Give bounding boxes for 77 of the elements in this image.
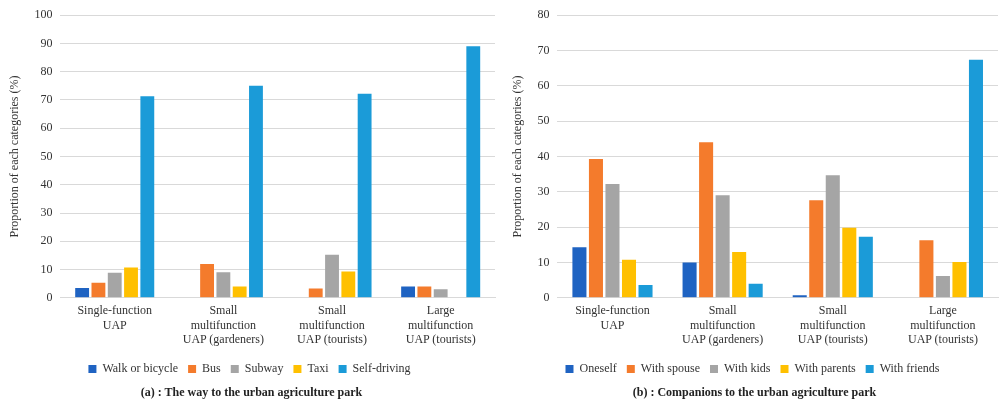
bar xyxy=(748,283,763,298)
y-tick-label: 40 xyxy=(40,176,53,191)
bar xyxy=(357,93,372,298)
bar xyxy=(952,262,967,298)
bar xyxy=(216,272,231,298)
y-tick-label: 70 xyxy=(537,42,550,57)
bar xyxy=(75,287,90,298)
bar xyxy=(638,285,653,298)
y-tick-label: 60 xyxy=(40,120,53,135)
y-tick-label: 0 xyxy=(46,289,53,304)
bar xyxy=(935,275,950,298)
y-tick-label: 30 xyxy=(40,205,53,220)
bar xyxy=(308,288,323,298)
bar xyxy=(417,286,432,298)
text: (b) : Companions to the urban agriculture park xyxy=(631,385,878,400)
bar xyxy=(588,158,603,298)
y-tick-label: 40 xyxy=(537,148,550,163)
y-tick-label: 10 xyxy=(537,254,550,269)
x-tick-label: Large multifunction UAP (tourists) xyxy=(907,303,978,346)
y-axis-title: Proportion of each categories (%) xyxy=(510,75,525,238)
legend-label: Oneself xyxy=(579,361,617,376)
bar xyxy=(140,96,155,298)
y-tick-label: 0 xyxy=(543,289,550,304)
bar xyxy=(249,85,263,298)
x-tick-label: Small multifunction UAP (tourists) xyxy=(297,303,367,346)
bar xyxy=(341,271,356,298)
y-tick-label: 20 xyxy=(40,233,53,248)
bar xyxy=(232,286,247,298)
legend-label: Bus xyxy=(202,361,222,376)
x-tick-label: Single-function UAP xyxy=(575,303,650,332)
bar xyxy=(809,200,824,298)
bar xyxy=(401,286,416,298)
bar xyxy=(124,267,138,298)
bar xyxy=(968,59,983,298)
text: (a) : The way to the urban agriculture park xyxy=(139,385,364,400)
x-tick-label: Small multifunction UAP (gardeners) xyxy=(182,303,264,346)
bar xyxy=(605,184,620,298)
y-tick-label: 30 xyxy=(537,183,550,198)
bar xyxy=(621,259,637,298)
bar xyxy=(466,46,481,298)
bar xyxy=(715,195,730,298)
bar xyxy=(682,262,697,298)
bar xyxy=(107,272,122,298)
x-tick-label: Small multifunction UAP (tourists) xyxy=(797,303,868,346)
bar xyxy=(825,175,840,298)
x-tick-label: Single-function UAP xyxy=(77,303,153,332)
bar xyxy=(572,247,587,298)
bar xyxy=(699,142,714,298)
bar xyxy=(858,236,873,298)
bar xyxy=(732,251,747,298)
y-tick-label: 70 xyxy=(40,92,53,107)
y-tick-label: 10 xyxy=(40,261,53,276)
y-tick-label: 50 xyxy=(537,113,550,128)
y-tick-label: 60 xyxy=(537,78,550,93)
legend-label: Taxi xyxy=(307,361,330,376)
y-tick-label: 20 xyxy=(537,219,550,234)
y-axis-title: Proportion of each categories (%) xyxy=(7,75,22,238)
bar xyxy=(842,227,857,298)
x-tick-label: Large multifunction UAP (tourists) xyxy=(405,303,476,346)
y-tick-label: 80 xyxy=(537,7,550,22)
bar xyxy=(325,254,339,298)
legend-label: Self-driving xyxy=(352,361,411,376)
bar xyxy=(433,289,448,298)
legend-label: With parents xyxy=(794,361,856,376)
y-tick-label: 80 xyxy=(40,63,53,78)
bar xyxy=(91,282,106,298)
y-tick-label: 100 xyxy=(34,7,53,22)
y-tick-label: 90 xyxy=(40,35,53,50)
legend-label: With kids xyxy=(723,361,771,376)
bar xyxy=(200,263,214,298)
bar xyxy=(919,240,934,298)
x-tick-label: Small multifunction UAP (gardeners) xyxy=(682,303,764,346)
legend-label: With friends xyxy=(879,361,940,376)
legend-label: With spouse xyxy=(640,361,700,376)
y-tick-label: 50 xyxy=(40,148,53,163)
legend-label: Subway xyxy=(244,361,284,376)
legend-label: Walk or bicycle xyxy=(102,361,179,376)
